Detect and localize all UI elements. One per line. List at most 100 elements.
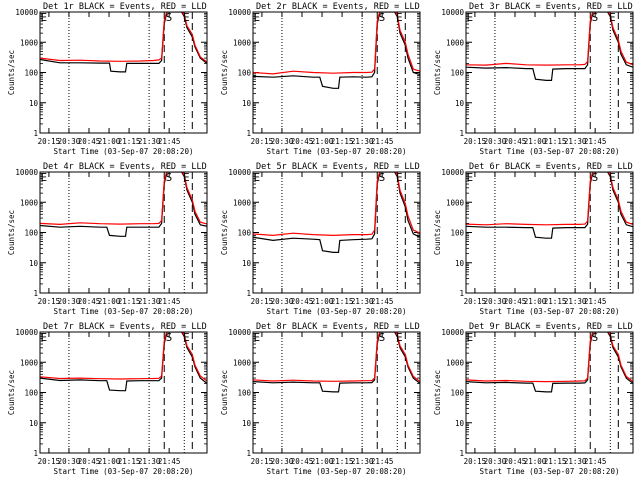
y-tick-label: 10: [455, 99, 465, 108]
y-tick-label: 1000: [446, 198, 465, 207]
x-axis-label: Start Time (03-Sep-07 20:08:20): [267, 467, 407, 476]
x-tick-label: 21:45: [158, 297, 181, 306]
x-tick-label: 20:15: [251, 137, 274, 146]
series-group: [40, 332, 207, 392]
series-group: [40, 12, 207, 73]
x-tick-label: 21:15: [118, 457, 141, 466]
y-axis-label: Counts/sec: [220, 370, 229, 415]
y-tick-label: 10000: [15, 328, 38, 337]
x-tick-label: 20:15: [251, 297, 274, 306]
event-marker-e: E: [254, 331, 261, 344]
y-tick-label: 10: [29, 259, 39, 268]
y-tick-label: 1000: [233, 358, 252, 367]
x-tick-label: 21:00: [524, 457, 547, 466]
y-tick-label: 1000: [20, 38, 39, 47]
chart-panel-3: Det 3r BLACK = Events, RED = LLD Counts/s…: [433, 2, 634, 156]
event-marker-e: E: [183, 11, 190, 24]
x-tick-label: 21:00: [311, 457, 334, 466]
plot-frame: [252, 331, 421, 454]
x-tick-label: 21:15: [118, 137, 141, 146]
event-marker-s: S: [166, 11, 173, 24]
y-tick-label: 100: [237, 229, 251, 238]
x-tick-label: 21:00: [524, 137, 547, 146]
event-marker-e: E: [396, 331, 403, 344]
y-axis-label: Counts/sec: [7, 50, 16, 95]
event-marker-s: S: [592, 331, 599, 344]
x-tick-label: 21:45: [158, 137, 181, 146]
event-marker-s: S: [166, 171, 173, 184]
x-tick-label: 21:45: [371, 137, 394, 146]
x-tick-label: 20:30: [58, 297, 81, 306]
event-marker-e: E: [41, 331, 48, 344]
series-line-lld: [253, 12, 420, 75]
x-tick-label: 20:45: [504, 457, 527, 466]
x-tick-label: 20:15: [38, 137, 61, 146]
y-tick-label: 10: [455, 259, 465, 268]
event-marker-s: S: [379, 331, 386, 344]
y-tick-label: 10000: [441, 8, 464, 17]
event-marker-e: E: [609, 331, 616, 344]
event-marker-e: E: [396, 11, 403, 24]
x-tick-label: 20:15: [464, 137, 487, 146]
x-axis-label: Start Time (03-Sep-07 20:08:20): [54, 147, 194, 156]
x-tick-label: 21:15: [118, 297, 141, 306]
series-group: [253, 332, 420, 393]
series-group: [253, 172, 420, 253]
y-tick-label: 1: [246, 289, 251, 298]
plot-frame: [465, 11, 634, 134]
x-tick-label: 20:30: [484, 137, 507, 146]
y-tick-label: 100: [450, 69, 464, 78]
x-tick-label: 20:30: [484, 297, 507, 306]
event-marker-s: S: [166, 331, 173, 344]
series-line-events: [253, 332, 420, 393]
plot-frame: [465, 171, 634, 294]
x-tick-label: 20:45: [291, 457, 314, 466]
y-tick-label: 10000: [441, 168, 464, 177]
event-marker-e: E: [396, 171, 403, 184]
series-line-events: [466, 172, 633, 239]
x-axis-label: Start Time (03-Sep-07 20:08:20): [267, 307, 407, 316]
series-line-lld: [253, 332, 420, 383]
y-tick-label: 1: [33, 129, 38, 138]
x-tick-label: 21:45: [584, 457, 607, 466]
series-line-lld: [253, 172, 420, 237]
x-tick-label: 20:45: [504, 137, 527, 146]
x-tick-label: 21:30: [138, 137, 161, 146]
x-tick-label: 21:00: [98, 457, 121, 466]
panel-title: Det 9r BLACK = Events, RED = LLD: [469, 322, 633, 332]
y-axis-label: Counts/sec: [433, 210, 442, 255]
x-tick-label: 20:45: [291, 137, 314, 146]
x-tick-label: 21:15: [331, 457, 354, 466]
y-tick-label: 10000: [15, 8, 38, 17]
series-line-lld: [40, 172, 207, 226]
y-tick-label: 1000: [446, 358, 465, 367]
event-marker-e: E: [467, 331, 474, 344]
event-marker-e: E: [183, 331, 190, 344]
x-tick-label: 21:30: [351, 137, 374, 146]
x-axis-label: Start Time (03-Sep-07 20:08:20): [480, 467, 620, 476]
chart-panel-5: Det 5r BLACK = Events, RED = LLD Counts/s…: [220, 162, 421, 316]
series-line-lld: [466, 12, 633, 66]
plot-frame: [252, 171, 421, 294]
y-tick-label: 1: [246, 129, 251, 138]
y-tick-label: 10000: [15, 168, 38, 177]
x-tick-label: 21:30: [138, 457, 161, 466]
series-group: [40, 172, 207, 237]
y-tick-label: 1: [246, 449, 251, 458]
y-tick-label: 1: [33, 449, 38, 458]
y-tick-label: 10: [455, 419, 465, 428]
series-group: [466, 172, 633, 239]
panel-title: Det 8r BLACK = Events, RED = LLD: [256, 322, 420, 332]
event-marker-e: E: [183, 171, 190, 184]
event-marker-e: E: [609, 171, 616, 184]
y-axis-label: Counts/sec: [7, 370, 16, 415]
x-tick-label: 20:30: [271, 137, 294, 146]
series-line-events: [466, 12, 633, 81]
y-axis-label: Counts/sec: [220, 210, 229, 255]
x-tick-label: 21:30: [564, 457, 587, 466]
series-line-events: [40, 12, 207, 73]
x-tick-label: 21:30: [564, 297, 587, 306]
panel-title: Det 5r BLACK = Events, RED = LLD: [256, 162, 420, 172]
plot-frame: [39, 331, 208, 454]
event-marker-e: E: [467, 171, 474, 184]
